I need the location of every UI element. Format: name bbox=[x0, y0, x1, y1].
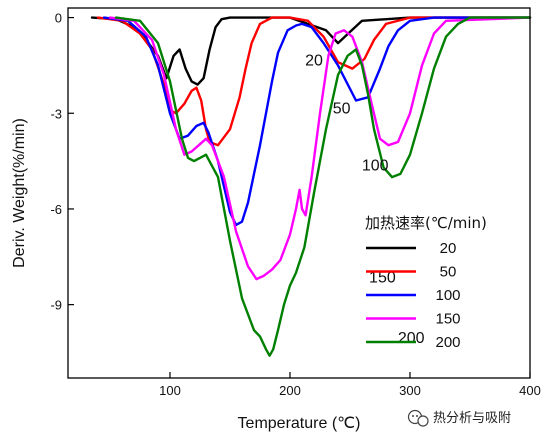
legend-label-150: 150 bbox=[435, 311, 460, 328]
curve-label-100: 100 bbox=[362, 158, 389, 175]
curve-label-150: 150 bbox=[369, 269, 396, 286]
x-tick-label-100: 100 bbox=[159, 383, 181, 398]
y-tick-label--6: -6 bbox=[50, 202, 62, 217]
x-axis-title: Temperature (℃) bbox=[238, 415, 361, 432]
legend-label-50: 50 bbox=[440, 264, 457, 281]
tick-layer: 100 200 300 400 0 -3 -6 -9 bbox=[50, 11, 540, 398]
y-tick-label--3: -3 bbox=[50, 106, 62, 121]
legend-label-100: 100 bbox=[435, 287, 460, 304]
legend: 加热速率(℃/min) 20 50 100 150 200 bbox=[365, 214, 487, 351]
watermark: 热分析与吸附 bbox=[407, 409, 511, 427]
legend-label-20: 20 bbox=[440, 240, 457, 257]
y-tick-label-0: 0 bbox=[55, 11, 62, 26]
series-line-100 bbox=[102, 16, 532, 227]
legend-label-200: 200 bbox=[435, 334, 460, 351]
x-tick-label-400: 400 bbox=[519, 383, 541, 398]
legend-title: 加热速率(℃/min) bbox=[365, 214, 487, 232]
x-tick-label-300: 300 bbox=[399, 383, 421, 398]
wechat-icon bbox=[407, 409, 429, 427]
legend-entries: 20 50 100 150 200 bbox=[366, 240, 461, 351]
curve-label-50: 50 bbox=[333, 100, 351, 117]
y-tick-label--9: -9 bbox=[50, 298, 62, 313]
plot-frame bbox=[67, 7, 531, 379]
curve-label-layer: 20 50 100 150 200 bbox=[305, 52, 425, 347]
curve-label-200: 200 bbox=[398, 330, 425, 347]
series-line-150 bbox=[108, 16, 532, 281]
y-axis-title: Deriv. Weight(%/min) bbox=[11, 118, 28, 268]
watermark-text: 热分析与吸附 bbox=[433, 411, 511, 426]
series-line-200 bbox=[114, 16, 532, 357]
series-layer bbox=[90, 16, 532, 357]
curve-label-20: 20 bbox=[305, 52, 323, 69]
x-tick-label-200: 200 bbox=[279, 383, 301, 398]
